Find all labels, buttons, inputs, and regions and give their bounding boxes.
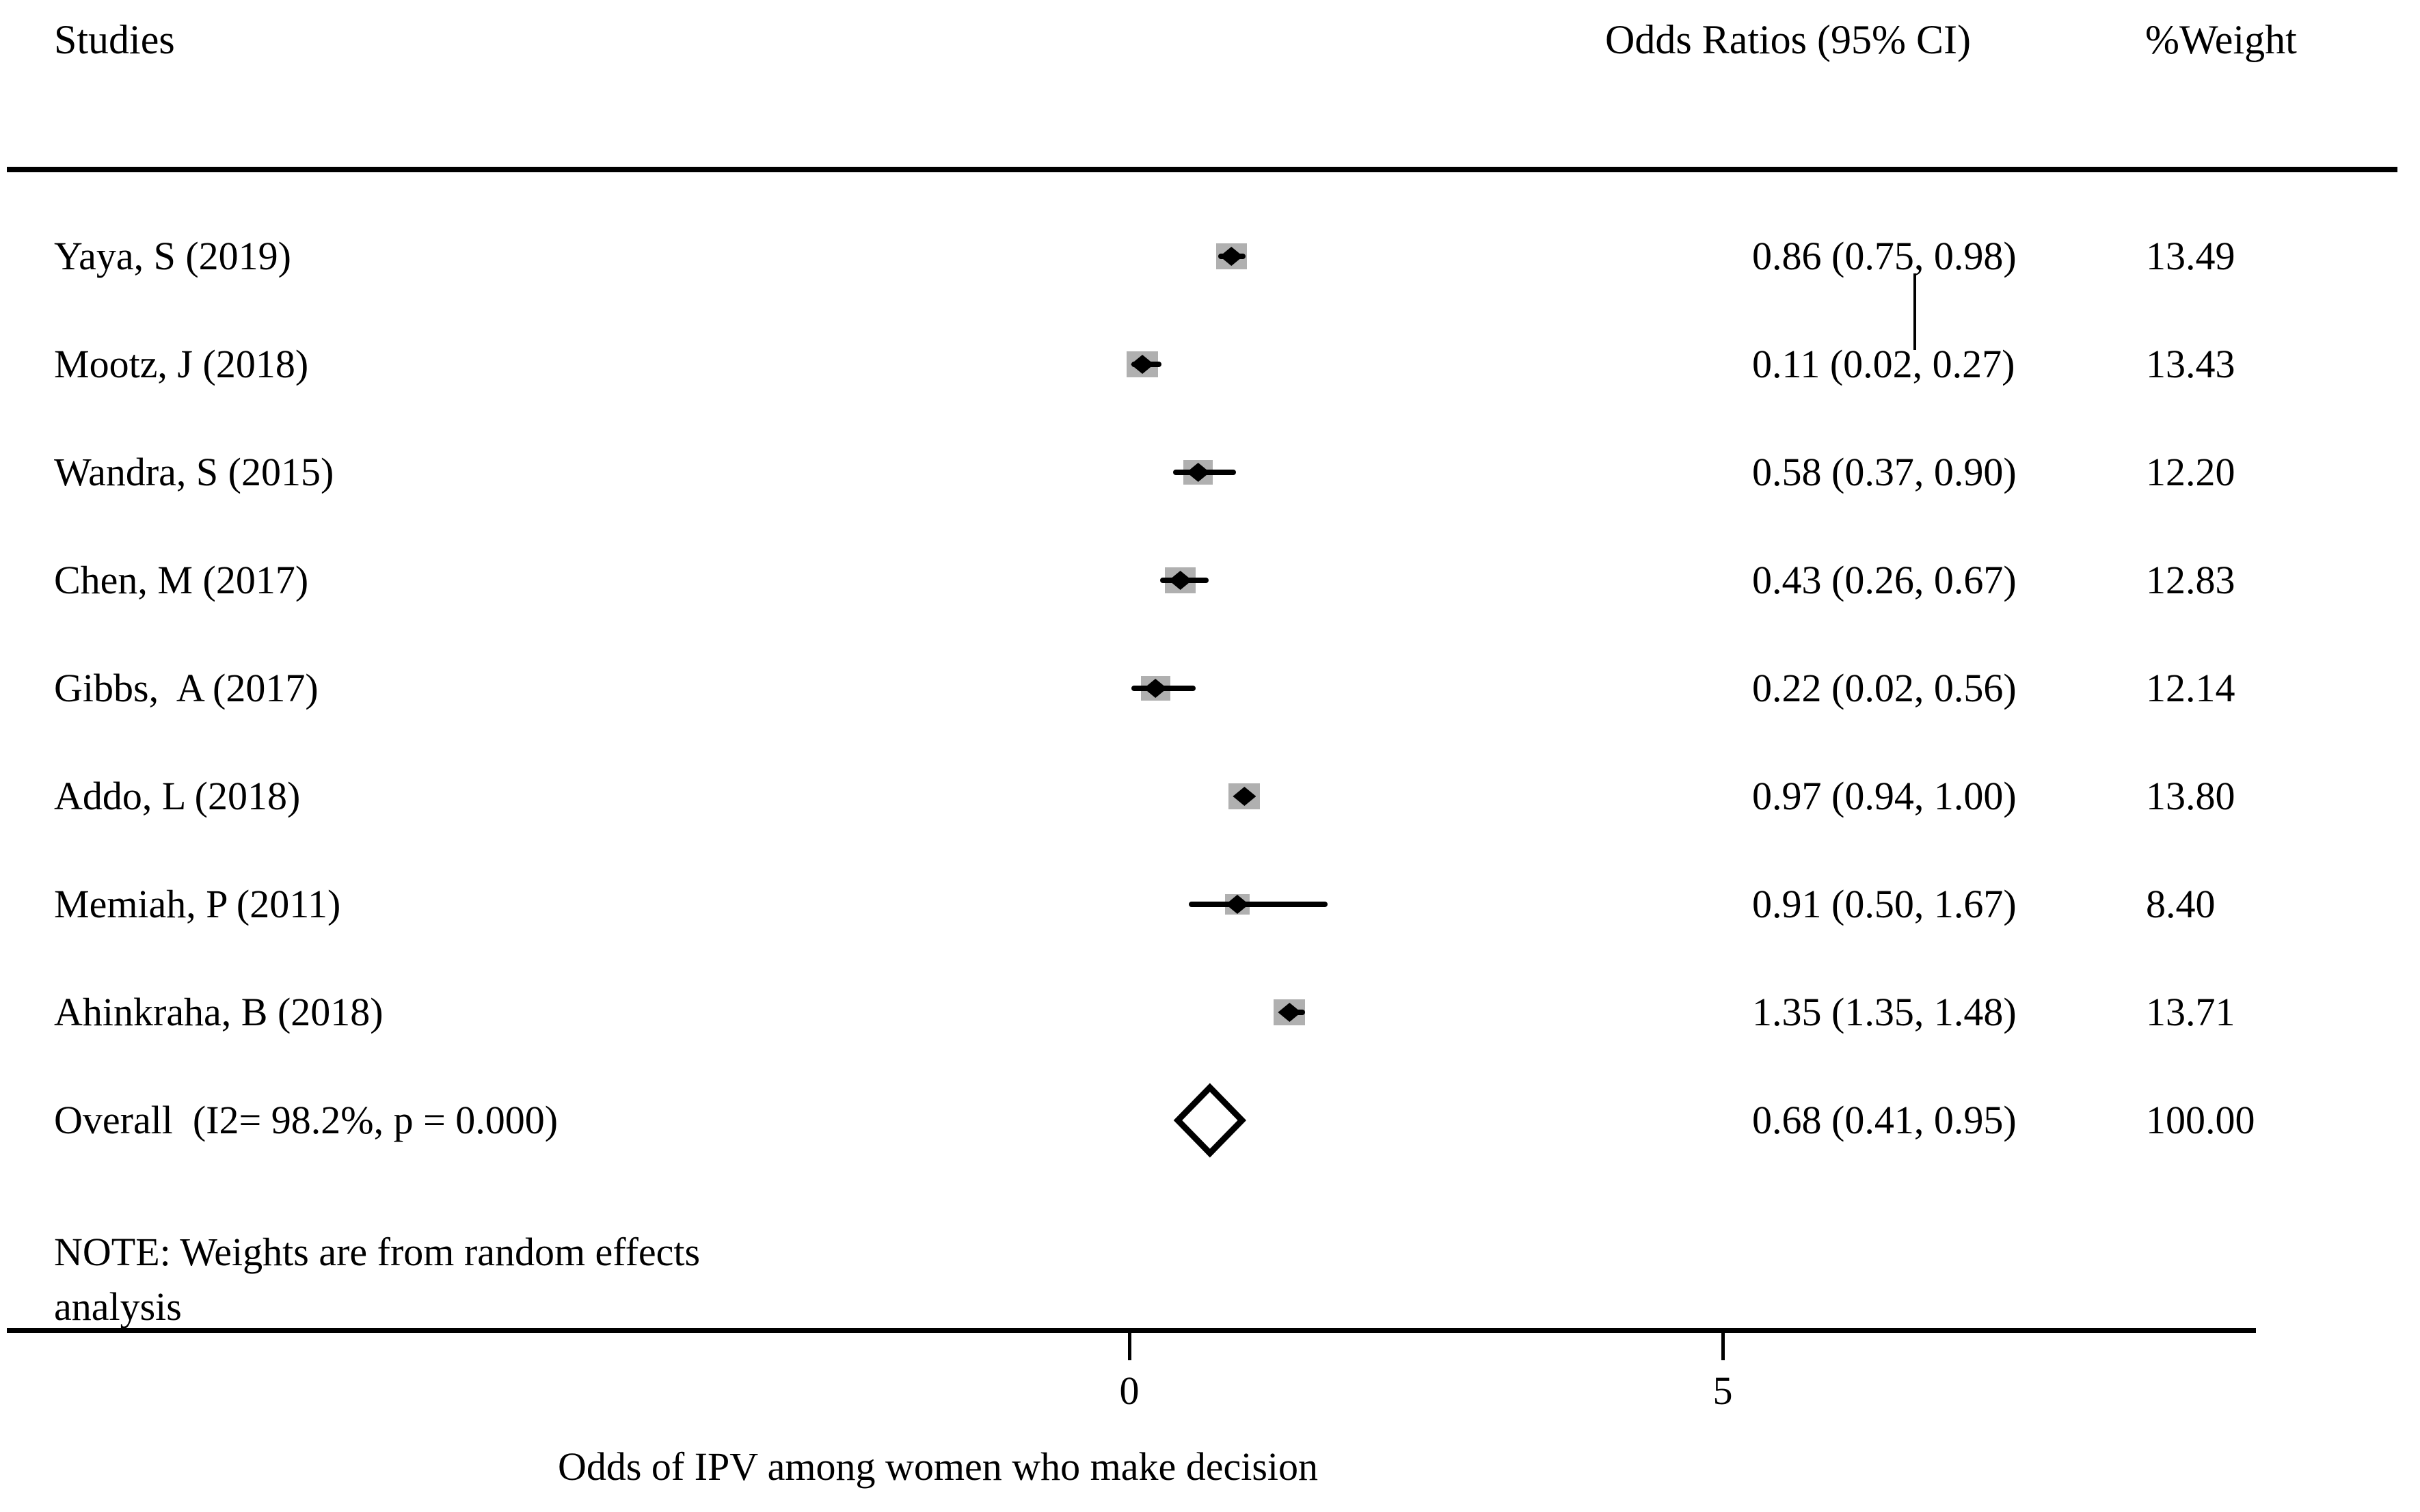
study-or-ci-value: 0.43 (0.26, 0.67) (1752, 558, 2017, 602)
x-axis-line (7, 1328, 2256, 1333)
study-label: Chen, M (2017) (54, 558, 309, 602)
study-or-ci-value: 0.22 (0.02, 0.56) (1752, 666, 2017, 710)
column-header-studies: Studies (54, 17, 175, 62)
study-label: Addo, L (2018) (54, 774, 301, 818)
study-weight-value: 13.43 (2146, 342, 2235, 386)
column-header-weight: %Weight (2145, 17, 2297, 62)
study-weight-value: 12.83 (2146, 558, 2235, 602)
study-label: Memiah, P (2011) (54, 882, 341, 926)
study-label: Gibbs, A (2017) (54, 666, 319, 710)
study-or-ci-value: 0.58 (0.37, 0.90) (1752, 450, 2017, 494)
study-or-ci-value: 0.86 (0.75, 0.98) (1752, 234, 2017, 278)
study-weight-value: 12.20 (2146, 450, 2235, 494)
x-axis-tick-label: 0 (1119, 1368, 1140, 1413)
note-line-2: analysis (54, 1284, 182, 1329)
study-label: Yaya, S (2019) (54, 234, 291, 278)
x-axis-tick-label: 5 (1712, 1368, 1733, 1413)
study-label: Wandra, S (2015) (54, 450, 334, 494)
study-weight-value: 12.14 (2146, 666, 2235, 710)
study-weight-value: 8.40 (2146, 882, 2216, 926)
study-or-ci-value: 0.91 (0.50, 1.67) (1752, 882, 2017, 926)
overall-summary-diamond (1173, 1083, 1247, 1158)
confidence-interval-line (1188, 902, 1328, 907)
x-axis-tick (1721, 1333, 1725, 1360)
study-weight-value: 13.80 (2146, 774, 2235, 818)
study-weight-value: 13.71 (2146, 990, 2235, 1034)
x-axis-title: Odds of IPV among women who make decisio… (557, 1444, 1319, 1489)
study-or-ci-value: 0.11 (0.02, 0.27) (1752, 342, 2015, 386)
column-header-odds-ratio: Odds Ratios (95% CI) (1605, 17, 1971, 62)
x-axis-tick (1127, 1333, 1131, 1360)
overall-or-ci-value: 0.68 (0.41, 0.95) (1752, 1098, 2017, 1142)
overall-label: Overall (I2= 98.2%, p = 0.000) (54, 1098, 559, 1142)
stray-vertical-line (1913, 273, 1916, 350)
study-weight-value: 13.49 (2146, 234, 2235, 278)
study-label: Ahinkraha, B (2018) (54, 990, 384, 1034)
header-divider-line (7, 167, 2397, 172)
note-line-1: NOTE: Weights are from random effects (54, 1230, 701, 1274)
study-or-ci-value: 1.35 (1.35, 1.48) (1752, 990, 2017, 1034)
overall-weight-value: 100.00 (2146, 1098, 2255, 1142)
study-label: Mootz, J (2018) (54, 342, 309, 386)
study-or-ci-value: 0.97 (0.94, 1.00) (1752, 774, 2017, 818)
